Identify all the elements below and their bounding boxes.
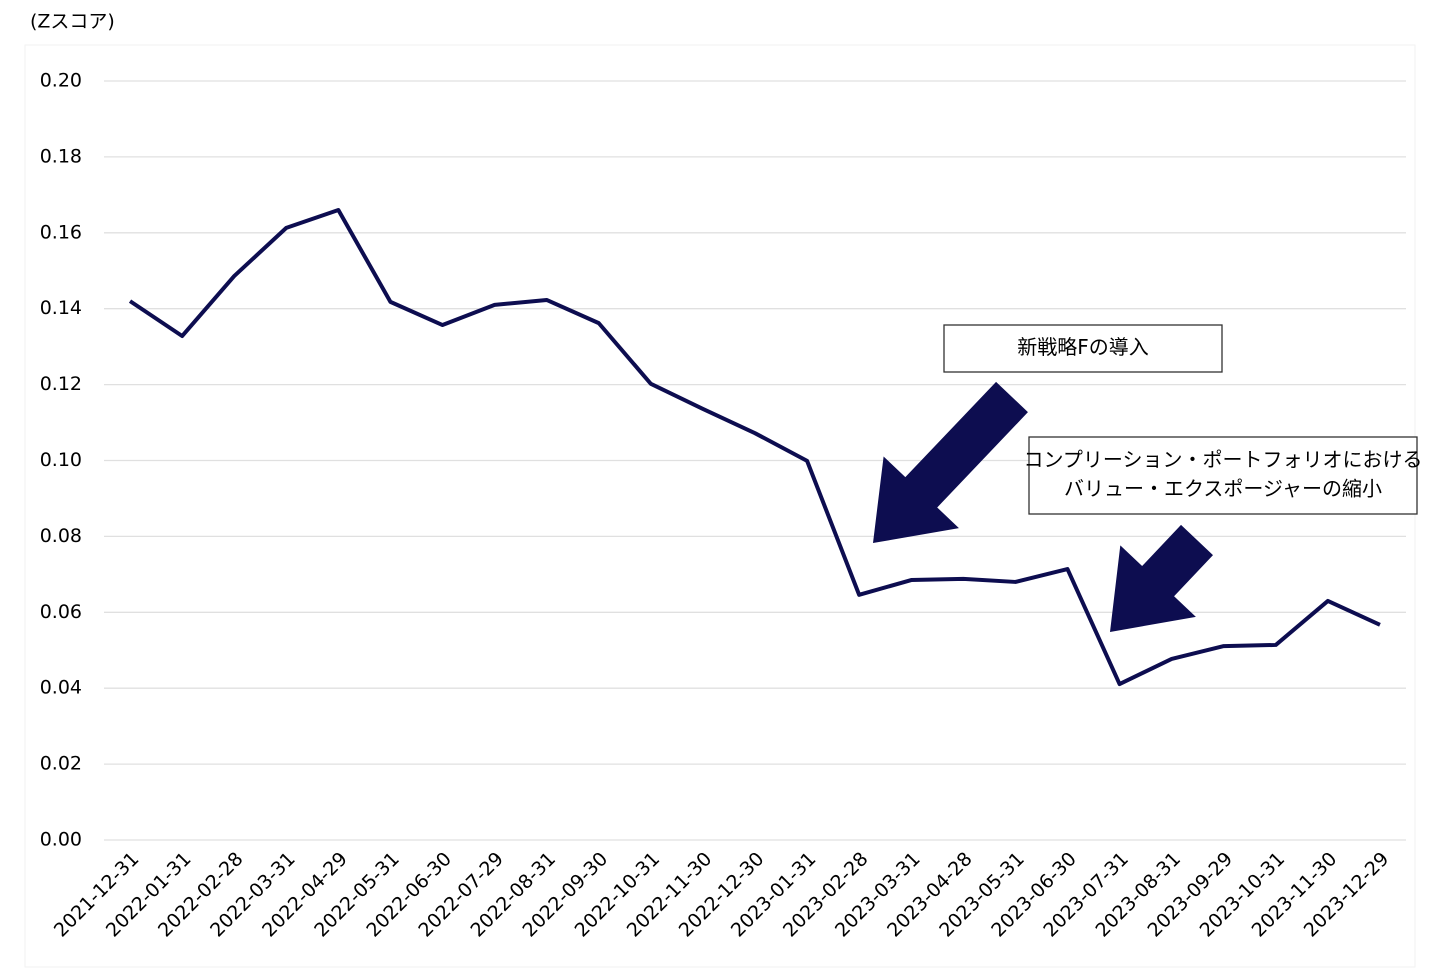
y-tick-label: 0.04 bbox=[40, 677, 82, 699]
annotation-arrow bbox=[873, 381, 1028, 543]
annotation-text: バリュー・エクスポージャーの縮小 bbox=[1064, 477, 1382, 501]
y-tick-label: 0.00 bbox=[40, 829, 82, 851]
y-tick-label: 0.02 bbox=[40, 753, 82, 775]
y-tick-label: 0.18 bbox=[40, 145, 82, 167]
y-tick-label: 0.12 bbox=[40, 373, 82, 395]
annotation-text: 新戦略Fの導入 bbox=[1017, 335, 1149, 359]
y-tick-label: 0.10 bbox=[40, 449, 82, 471]
y-tick-label: 0.14 bbox=[40, 297, 82, 319]
y-tick-label: 0.06 bbox=[40, 601, 82, 623]
y-tick-label: 0.08 bbox=[40, 525, 82, 547]
annotation-box bbox=[1028, 436, 1418, 515]
annotation-arrow bbox=[1110, 524, 1213, 632]
annotation-text: コンプリーション・ポートフォリオにおける bbox=[1024, 448, 1423, 472]
y-tick-label: 0.16 bbox=[40, 221, 82, 243]
annotation-box bbox=[943, 324, 1223, 373]
line-series bbox=[128, 208, 1381, 687]
y-tick-label: 0.20 bbox=[40, 70, 82, 92]
y-axis-label: (Zスコア) bbox=[30, 11, 115, 33]
